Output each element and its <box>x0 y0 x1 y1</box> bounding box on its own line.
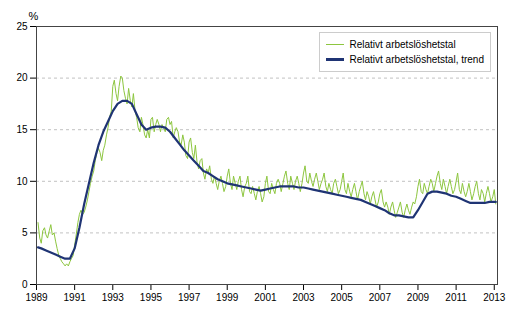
html-text:Relativt arbetslöshetstal: Relativt arbetslöshetstal <box>349 39 456 50</box>
svg-text:%: % <box>29 10 39 22</box>
svg-text:5: 5 <box>22 227 28 238</box>
svg-text:1991: 1991 <box>64 292 87 303</box>
svg-text:2005: 2005 <box>331 292 354 303</box>
svg-text:2003: 2003 <box>292 292 315 303</box>
svg-text:20: 20 <box>16 72 28 83</box>
svg-text:2007: 2007 <box>369 292 392 303</box>
svg-text:1989: 1989 <box>25 292 48 303</box>
html-text:Relativt arbetslöshetstal, tre: Relativt arbetslöshetstal, trend <box>349 54 484 65</box>
svg-text:0: 0 <box>22 279 28 290</box>
svg-text:1993: 1993 <box>102 292 125 303</box>
svg-text:2001: 2001 <box>254 292 277 303</box>
svg-text:25: 25 <box>16 21 28 32</box>
svg-text:2013: 2013 <box>483 292 506 303</box>
svg-text:1995: 1995 <box>140 292 163 303</box>
svg-text:1997: 1997 <box>178 292 201 303</box>
svg-text:2011: 2011 <box>445 292 467 303</box>
svg-text:15: 15 <box>16 124 28 135</box>
svg-text:2009: 2009 <box>407 292 430 303</box>
svg-text:10: 10 <box>16 176 28 187</box>
svg-text:1999: 1999 <box>216 292 239 303</box>
